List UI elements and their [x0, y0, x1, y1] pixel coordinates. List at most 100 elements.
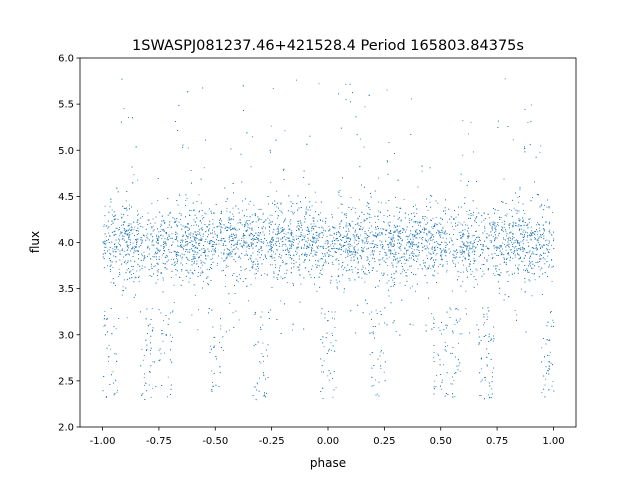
data-point: [520, 256, 521, 258]
data-point: [534, 181, 535, 183]
data-point: [528, 251, 530, 253]
data-point: [512, 244, 513, 245]
data-point: [261, 274, 262, 276]
data-point: [157, 199, 159, 201]
data-point: [212, 248, 214, 250]
data-point: [231, 250, 233, 252]
data-point: [503, 257, 505, 258]
data-point: [467, 253, 469, 255]
data-point: [493, 245, 494, 247]
data-point: [541, 392, 543, 393]
data-point: [280, 300, 282, 302]
data-point: [263, 360, 264, 362]
data-point: [410, 287, 411, 289]
data-point: [224, 240, 226, 242]
data-point: [504, 244, 505, 246]
data-point: [177, 240, 179, 242]
data-point: [235, 244, 237, 245]
data-point: [360, 225, 362, 227]
data-point: [360, 222, 362, 224]
data-point: [419, 233, 420, 235]
data-point: [402, 229, 404, 231]
data-point: [132, 248, 133, 250]
data-point: [469, 248, 471, 250]
data-point: [460, 223, 462, 225]
data-point: [390, 252, 392, 254]
data-point: [369, 313, 371, 315]
data-point: [167, 239, 169, 241]
data-point: [232, 245, 234, 246]
data-point: [405, 253, 407, 255]
data-point: [225, 266, 227, 268]
data-point: [311, 205, 313, 207]
data-point: [457, 262, 459, 264]
data-point: [383, 260, 385, 262]
data-point: [281, 245, 283, 247]
data-point: [212, 219, 214, 220]
data-point: [445, 199, 446, 201]
data-point: [147, 247, 148, 249]
data-point: [422, 239, 423, 241]
data-point: [463, 221, 465, 223]
data-point: [537, 222, 538, 224]
data-point: [311, 230, 313, 232]
data-point: [501, 253, 503, 255]
data-point: [339, 227, 341, 229]
data-point: [111, 261, 113, 263]
data-point: [297, 223, 299, 224]
data-point: [548, 240, 550, 242]
data-point: [437, 229, 439, 231]
data-point: [248, 244, 250, 245]
data-point: [507, 252, 509, 254]
data-point: [138, 233, 140, 234]
data-point: [240, 266, 242, 268]
data-point: [220, 232, 222, 234]
data-point: [503, 227, 505, 228]
data-point: [242, 247, 244, 249]
data-point: [170, 312, 171, 314]
data-point: [119, 235, 121, 237]
data-point: [160, 353, 162, 355]
data-point: [396, 229, 398, 231]
data-point: [335, 387, 337, 389]
data-point: [517, 241, 518, 243]
data-point: [186, 257, 188, 259]
data-point: [484, 228, 486, 229]
data-point: [247, 245, 249, 247]
data-point: [300, 236, 302, 237]
data-point: [131, 266, 132, 267]
data-point: [462, 120, 464, 122]
data-point: [176, 236, 178, 238]
data-point: [219, 220, 220, 221]
data-point: [144, 373, 145, 375]
data-point: [277, 227, 279, 229]
data-point: [284, 219, 286, 221]
data-point: [532, 253, 534, 255]
data-point: [310, 223, 312, 225]
data-point: [284, 263, 286, 265]
data-point: [163, 247, 164, 249]
data-point: [390, 243, 392, 245]
data-point: [473, 276, 475, 278]
data-point: [143, 234, 145, 236]
data-point: [508, 254, 510, 256]
data-point: [526, 239, 528, 241]
data-point: [442, 379, 443, 381]
data-point: [483, 219, 485, 221]
data-point: [347, 255, 349, 257]
data-point: [263, 241, 265, 243]
data-point: [538, 276, 540, 278]
data-point: [285, 233, 287, 235]
data-point: [119, 272, 120, 273]
data-point: [306, 212, 307, 214]
data-point: [511, 239, 513, 241]
data-point: [161, 229, 163, 230]
data-point: [306, 227, 308, 228]
data-point: [440, 252, 442, 254]
data-point: [306, 256, 307, 257]
data-point: [266, 245, 268, 247]
data-point: [273, 257, 275, 259]
data-point: [150, 353, 151, 355]
data-point: [430, 239, 431, 241]
data-point: [320, 220, 321, 221]
